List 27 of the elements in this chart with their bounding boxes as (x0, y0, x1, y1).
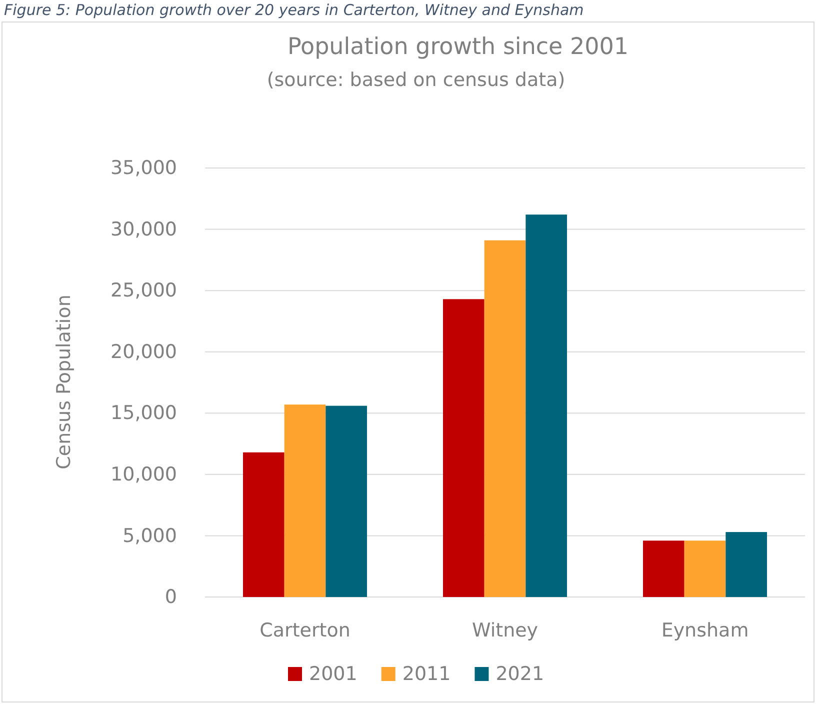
bar (284, 404, 326, 597)
chart-title: Population growth since 2001 (287, 34, 629, 60)
x-tick-label: Eynsham (661, 619, 749, 642)
y-tick-label: 30,000 (110, 218, 177, 240)
bar (684, 540, 726, 597)
caption: Figure 5: Population growth over 20 years in Carterton, Witney and Eynsham (4, 1, 584, 19)
legend-label: 2021 (496, 663, 544, 685)
bar (484, 240, 526, 597)
bar (726, 532, 767, 597)
bar (443, 299, 484, 597)
bar (643, 540, 684, 597)
y-tick-label: 10,000 (110, 464, 177, 486)
y-tick-label: 15,000 (110, 402, 177, 424)
chart-subtitle: (source: based on census data) (266, 69, 566, 91)
legend-label: 2001 (309, 663, 358, 685)
legend-label: 2011 (402, 663, 451, 685)
y-tick-label: 5,000 (122, 524, 177, 547)
y-tick-label: 0 (164, 586, 177, 608)
bar (526, 214, 567, 597)
y-tick-label: 35,000 (110, 157, 177, 180)
y-tick-label: 20,000 (110, 340, 177, 363)
y-axis-title: Census Population (53, 294, 75, 470)
bar (326, 406, 367, 597)
bar (243, 452, 284, 597)
x-tick-label: Carterton (260, 619, 350, 642)
x-tick-label: Witney (472, 619, 538, 642)
y-tick-label: 25,000 (110, 280, 177, 302)
